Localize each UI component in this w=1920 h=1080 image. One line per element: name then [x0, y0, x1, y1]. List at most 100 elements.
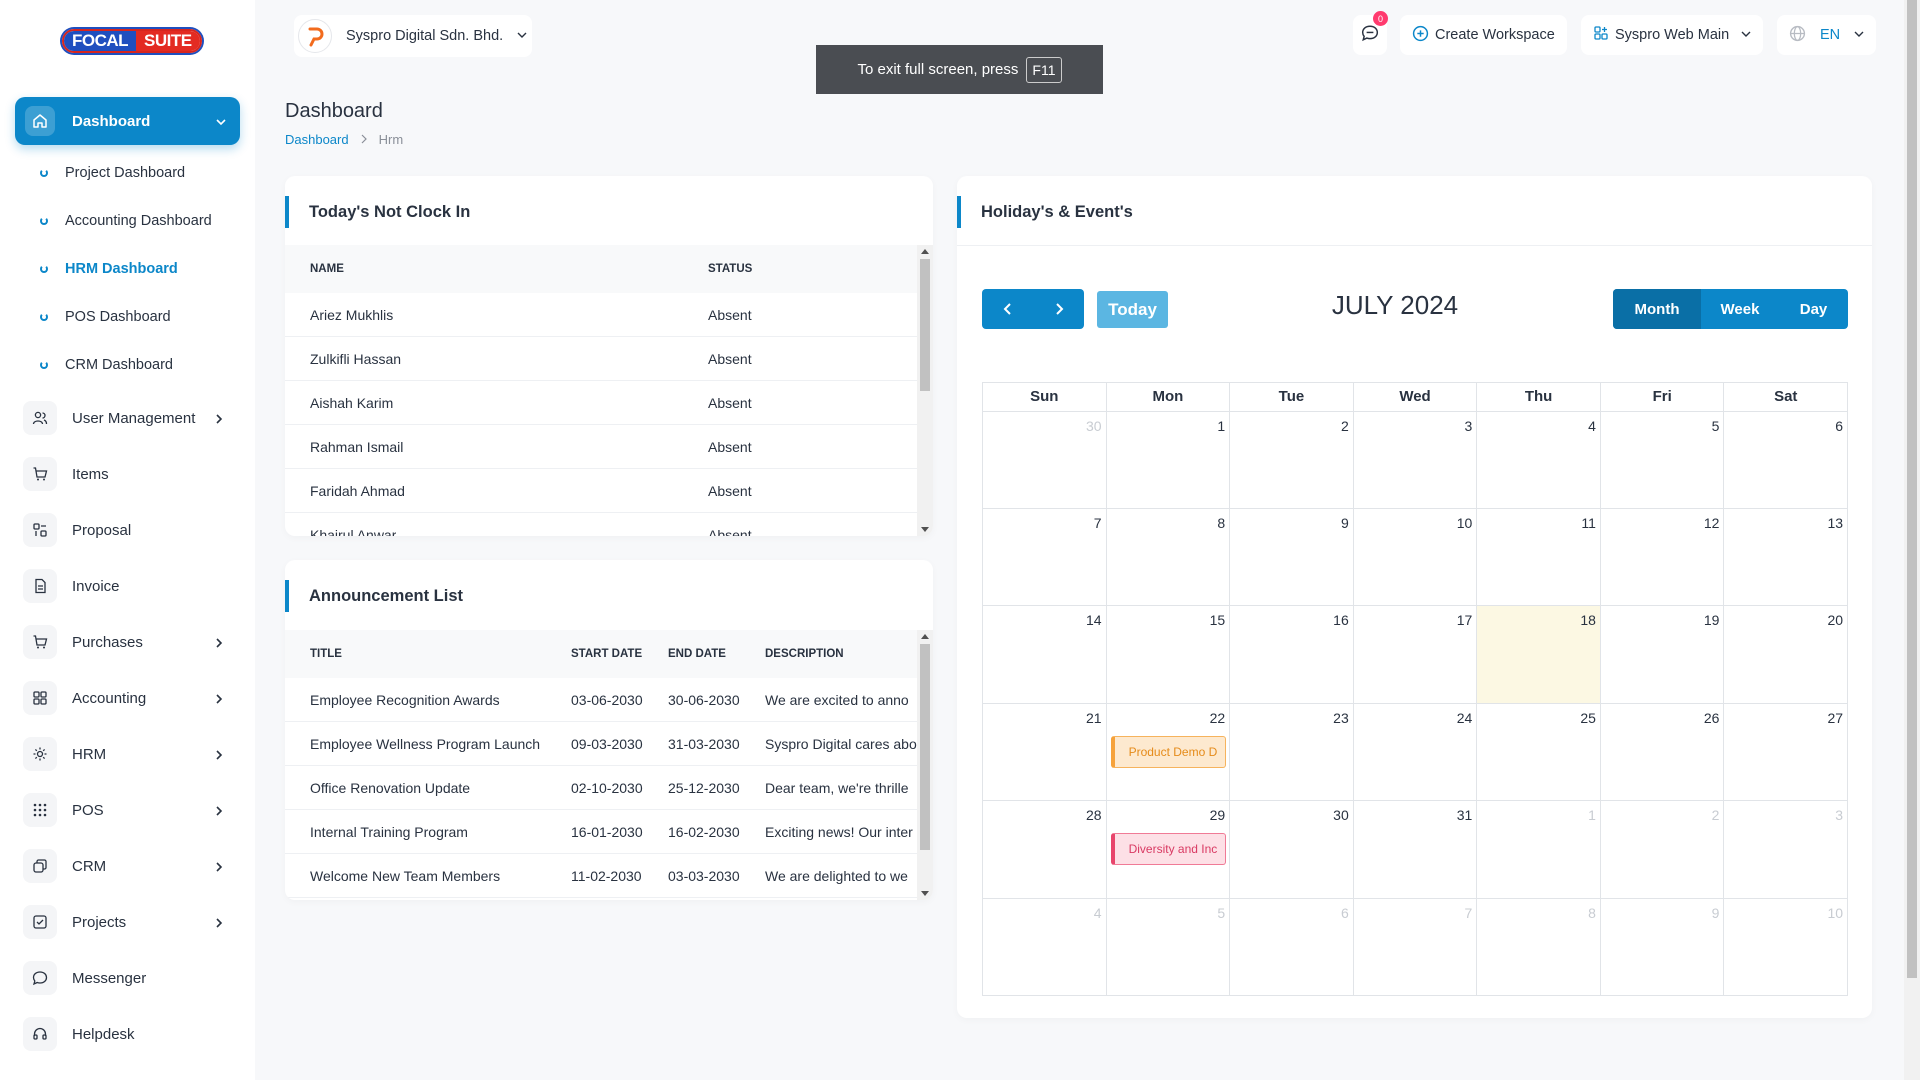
calendar-day[interactable]: 25 — [1476, 703, 1600, 800]
sidebar-item-crm[interactable]: CRM — [23, 848, 233, 884]
cart-icon — [23, 625, 57, 659]
language-switcher[interactable]: EN — [1777, 15, 1877, 55]
calendar-day[interactable]: 6 — [1723, 412, 1847, 508]
sidebar-item-pos[interactable]: POS — [23, 792, 233, 828]
company-name: Syspro Digital Sdn. Bhd. — [346, 28, 504, 44]
next-month-button[interactable] — [1033, 289, 1084, 329]
calendar-day[interactable]: 1 — [1476, 801, 1600, 898]
sidebar-item-invoice[interactable]: Invoice — [23, 568, 233, 604]
sidebar-item-accounting[interactable]: Accounting — [23, 680, 233, 716]
sidebar-subitem-accounting-dashboard[interactable]: Accounting Dashboard — [40, 213, 212, 229]
sidebar-item-proposal[interactable]: Proposal — [23, 512, 233, 548]
scroll-up-arrow[interactable] — [921, 249, 929, 254]
calendar-day[interactable]: 11 — [1476, 508, 1600, 605]
prev-month-button[interactable] — [982, 289, 1033, 329]
sidebar-item-messenger[interactable]: Messenger — [23, 960, 233, 996]
scroll-down-arrow[interactable] — [921, 891, 929, 896]
calendar-day[interactable]: 2 — [1599, 801, 1724, 898]
calendar-day[interactable]: 8 — [1476, 898, 1600, 995]
page-scrollbar[interactable] — [1904, 0, 1920, 1080]
company-switcher[interactable]: Syspro Digital Sdn. Bhd. — [294, 15, 532, 57]
calendar-day[interactable]: 4 — [983, 899, 1106, 996]
sidebar-item-items[interactable]: Items — [23, 456, 233, 492]
table-scrollbar[interactable] — [917, 245, 933, 536]
calendar-day[interactable]: 3 — [1723, 801, 1847, 898]
view-day-button[interactable]: Day — [1799, 300, 1828, 318]
calendar-day-today[interactable]: 18 — [1476, 606, 1600, 703]
calendar-day[interactable]: 20 — [1723, 606, 1847, 703]
calendar-day[interactable]: 9 — [1229, 508, 1353, 605]
calendar-day[interactable]: 13 — [1723, 508, 1847, 605]
chevron-right-icon — [215, 860, 223, 877]
calendar-day[interactable]: 27 — [1723, 703, 1847, 800]
calendar-day[interactable]: 28 — [983, 801, 1106, 898]
day-number: 4 — [1093, 904, 1102, 921]
sidebar-subitem-project-dashboard[interactable]: Project Dashboard — [40, 165, 185, 181]
create-workspace-button[interactable]: Create Workspace — [1400, 15, 1567, 55]
calendar-day[interactable]: 22 Product Demo D — [1105, 703, 1230, 800]
table-row: Internal Training Program 16-01-2030 16-… — [285, 810, 917, 854]
calendar-day[interactable]: 23 — [1229, 703, 1353, 800]
messages-button[interactable]: 0 — [1353, 11, 1388, 55]
chevron-right-icon — [215, 916, 223, 933]
sidebar-item-user-management[interactable]: User Management — [23, 400, 233, 436]
calendar-day[interactable]: 8 — [1105, 508, 1230, 605]
day-number: 31 — [1456, 807, 1473, 823]
announcement-end: 03-03-2030 — [668, 868, 740, 884]
calendar-day[interactable]: 17 — [1352, 606, 1477, 703]
employee-status: Absent — [708, 395, 752, 411]
calendar-day[interactable]: 2 — [1229, 412, 1353, 508]
calendar-day[interactable]: 1 — [1105, 412, 1230, 508]
calendar-day[interactable]: 7 — [1352, 898, 1477, 995]
calendar-day[interactable]: 30 — [1229, 801, 1353, 898]
calendar-day[interactable]: 6 — [1229, 898, 1353, 995]
calendar-day[interactable]: 4 — [1476, 412, 1600, 508]
breadcrumb-link-dashboard[interactable]: Dashboard — [285, 132, 349, 147]
calendar-day[interactable]: 5 — [1105, 898, 1230, 995]
calendar-event[interactable]: Product Demo D — [1110, 735, 1227, 768]
sidebar-item-dashboard[interactable]: Dashboard — [15, 97, 240, 145]
page-scrollbar-thumb[interactable] — [1907, 0, 1917, 978]
fullscreen-toast: To exit full screen, press F11 — [816, 45, 1103, 94]
app-logo[interactable]: FOCAL SUITE — [62, 29, 202, 53]
sidebar-subitem-hrm-dashboard[interactable]: HRM Dashboard — [40, 261, 178, 277]
day-number: 25 — [1580, 709, 1596, 726]
calendar-day[interactable]: 10 — [1352, 508, 1477, 605]
calendar-day[interactable]: 7 — [983, 509, 1106, 606]
calendar-day[interactable]: 19 — [1599, 606, 1724, 703]
calendar-day[interactable]: 16 — [1229, 606, 1353, 703]
scrollbar-thumb[interactable] — [920, 644, 930, 850]
sidebar-item-hrm[interactable]: HRM — [23, 736, 233, 772]
today-button[interactable]: Today — [1097, 291, 1168, 328]
calendar-day[interactable]: 21 — [983, 704, 1106, 801]
scroll-up-arrow[interactable] — [921, 634, 929, 639]
calendar-day[interactable]: 26 — [1599, 703, 1724, 800]
calendar-day[interactable]: 5 — [1599, 412, 1724, 508]
sidebar-item-projects[interactable]: Projects — [23, 904, 233, 940]
calendar-day[interactable]: 15 — [1105, 606, 1230, 703]
calendar-day[interactable]: 3 — [1352, 412, 1477, 508]
calendar-day[interactable]: 31 — [1352, 801, 1477, 898]
sidebar-item-helpdesk[interactable]: Helpdesk — [23, 1016, 233, 1052]
sidebar-subitem-crm-dashboard[interactable]: CRM Dashboard — [40, 357, 173, 373]
calendar-event[interactable]: Diversity and Inc — [1110, 833, 1227, 865]
sidebar-item-purchases[interactable]: Purchases — [23, 624, 233, 660]
view-week-button[interactable]: Week — [1720, 300, 1760, 318]
workspace-switcher[interactable]: Syspro Web Main — [1581, 15, 1764, 55]
calendar-day[interactable]: 29 Diversity and Inc — [1105, 801, 1230, 898]
chevron-right-icon — [215, 804, 223, 821]
calendar-day[interactable]: 10 — [1723, 898, 1847, 995]
table-scrollbar[interactable] — [917, 630, 933, 900]
calendar-day[interactable]: 9 — [1599, 898, 1724, 995]
scroll-down-arrow[interactable] — [921, 527, 929, 532]
day-number: 14 — [1086, 612, 1102, 628]
day-number: 24 — [1456, 709, 1473, 726]
sidebar-subitem-pos-dashboard[interactable]: POS Dashboard — [40, 309, 171, 325]
calendar-day[interactable]: 12 — [1599, 508, 1724, 605]
calendar-day[interactable]: 14 — [983, 606, 1106, 703]
view-month-button[interactable]: Month — [1613, 289, 1701, 329]
announcement-title: Office Renovation Update — [310, 780, 471, 796]
calendar-day[interactable]: 24 — [1352, 703, 1477, 800]
calendar-day[interactable]: 30 — [983, 412, 1106, 508]
scrollbar-thumb[interactable] — [920, 259, 930, 391]
